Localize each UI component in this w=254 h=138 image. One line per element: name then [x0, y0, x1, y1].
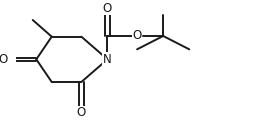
Text: O: O	[133, 30, 142, 43]
Text: O: O	[103, 2, 112, 14]
Text: O: O	[77, 106, 86, 119]
Text: N: N	[103, 53, 112, 66]
Text: O: O	[0, 53, 8, 66]
